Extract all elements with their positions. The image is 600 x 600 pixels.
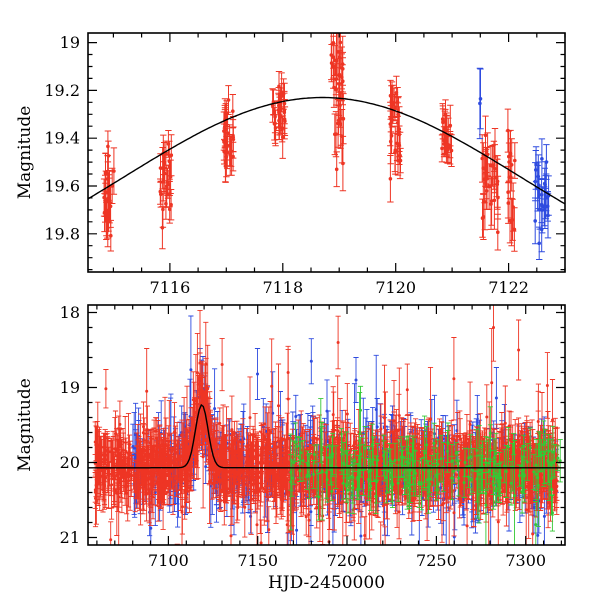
x-tick-label: 7118 bbox=[262, 278, 303, 297]
data-points-red-4 bbox=[329, 40, 346, 172]
y-axis-label: Magnitude bbox=[15, 378, 35, 472]
data-points-red-7 bbox=[480, 133, 500, 234]
y-tick-label: 21 bbox=[60, 528, 80, 547]
data-points-red-6 bbox=[440, 112, 454, 153]
y-tick-label: 19 bbox=[60, 33, 80, 52]
x-tick-label: 7250 bbox=[416, 551, 457, 570]
error-bars-blue-10 bbox=[532, 138, 552, 260]
plot-frame bbox=[87, 304, 566, 546]
x-tick-label: 7122 bbox=[488, 278, 529, 297]
y-tick-label: 19.2 bbox=[44, 81, 80, 100]
data-points-red-5 bbox=[388, 90, 403, 181]
x-tick-label: 7300 bbox=[505, 551, 546, 570]
y-tick-label: 19 bbox=[60, 378, 80, 397]
y-tick-label: 20 bbox=[60, 453, 80, 472]
y-tick-label: 19.8 bbox=[44, 224, 80, 243]
tick-marks bbox=[88, 305, 565, 545]
plot-frame bbox=[87, 32, 566, 273]
error-bars-red-0 bbox=[100, 130, 118, 252]
data-points-red-8 bbox=[506, 128, 517, 232]
data-points-red-3 bbox=[270, 84, 287, 139]
x-tick-label: 7120 bbox=[375, 278, 416, 297]
plot-area bbox=[88, 305, 565, 545]
data-points-red-0 bbox=[102, 144, 116, 238]
y-tick-label: 18 bbox=[60, 303, 80, 322]
model-curve bbox=[88, 96, 565, 205]
top-panel: 7116 7118 7120 7122 19 19.2 19.4 19.6 19.8 Magnit… bbox=[15, 32, 566, 297]
tick-marks bbox=[88, 33, 566, 272]
data-points-red-1 bbox=[158, 142, 174, 230]
plot-area bbox=[88, 33, 565, 260]
x-tick-label: 7116 bbox=[150, 278, 191, 297]
y-axis-label: Magnitude bbox=[15, 106, 35, 200]
data-points-blue-4 bbox=[309, 359, 358, 382]
y-tick-label: 19.4 bbox=[44, 129, 80, 148]
x-tick-label: 7100 bbox=[148, 551, 189, 570]
x-tick-label: 7150 bbox=[237, 551, 278, 570]
model-curve bbox=[88, 403, 565, 469]
y-tick-label: 19.6 bbox=[44, 177, 80, 196]
x-tick-label: 7200 bbox=[327, 551, 368, 570]
data-points-red-3 bbox=[200, 326, 521, 386]
data-points-red-2 bbox=[222, 98, 236, 168]
bottom-panel: 7100 7150 7200 7250 7300 18 19 20 21 Magnitude HJD… bbox=[15, 303, 566, 593]
data-points-blue-9 bbox=[478, 96, 483, 106]
x-axis-label: HJD-2450000 bbox=[268, 573, 385, 593]
